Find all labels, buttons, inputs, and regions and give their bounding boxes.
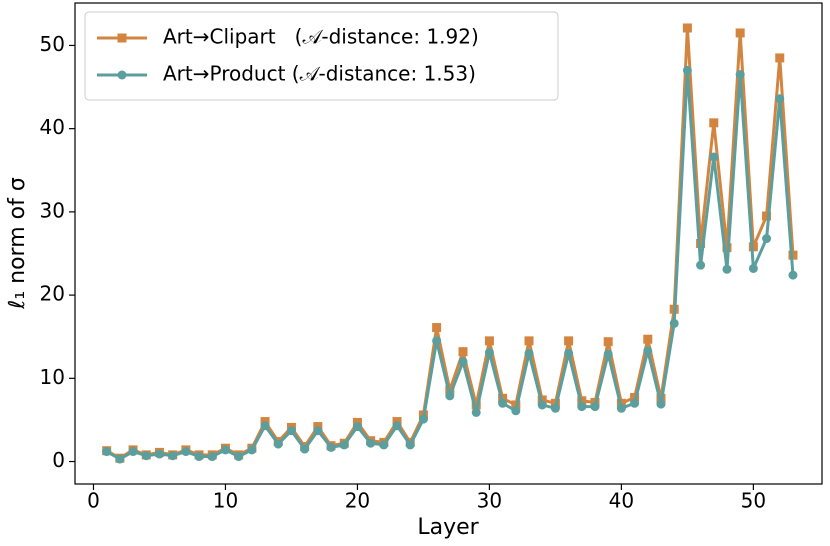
marker <box>154 449 164 459</box>
marker <box>788 270 798 280</box>
x-tick-label: 0 <box>87 489 100 513</box>
marker <box>141 451 151 461</box>
marker <box>511 406 521 416</box>
marker <box>181 447 191 457</box>
marker <box>326 442 336 452</box>
marker <box>762 234 772 244</box>
marker <box>696 260 706 270</box>
marker <box>550 403 560 413</box>
marker <box>405 440 415 450</box>
marker <box>128 447 138 457</box>
marker <box>735 70 745 80</box>
marker <box>418 414 428 424</box>
series-line <box>105 70 795 461</box>
marker <box>722 264 732 274</box>
marker <box>748 263 758 273</box>
x-tick-label: 30 <box>477 489 502 513</box>
y-tick-label: 0 <box>52 448 65 472</box>
plot-frame <box>74 2 823 485</box>
marker <box>115 454 125 464</box>
marker <box>564 336 574 346</box>
marker <box>524 348 534 358</box>
marker <box>590 402 600 412</box>
marker <box>630 398 640 408</box>
marker <box>682 23 692 33</box>
marker <box>537 400 547 410</box>
marker <box>432 336 442 346</box>
marker <box>260 421 270 431</box>
marker <box>458 347 468 357</box>
legend-marker <box>117 70 127 80</box>
y-tick-label: 50 <box>40 32 65 56</box>
legend-label: Art→Clipart (𝒜-distance: 1.92) <box>163 25 479 49</box>
y-tick-label: 10 <box>40 365 65 389</box>
marker <box>643 334 653 344</box>
marker <box>775 53 785 63</box>
marker <box>273 439 283 449</box>
marker <box>603 337 613 347</box>
legend-box <box>84 11 559 101</box>
marker <box>656 399 666 409</box>
marker <box>432 323 442 333</box>
marker <box>300 444 310 454</box>
x-tick-label: 50 <box>741 489 766 513</box>
marker <box>102 447 112 457</box>
marker <box>379 440 389 450</box>
marker <box>286 426 296 436</box>
marker <box>762 211 772 221</box>
marker <box>682 65 692 75</box>
marker <box>207 452 217 462</box>
marker <box>709 118 719 128</box>
marker <box>392 421 402 431</box>
marker <box>352 422 362 432</box>
marker <box>564 348 574 358</box>
marker <box>577 402 587 412</box>
marker <box>484 348 494 358</box>
marker <box>735 28 745 38</box>
marker <box>775 94 785 104</box>
marker <box>498 398 508 408</box>
marker <box>234 452 244 462</box>
legend-label: Art→Product (𝒜-distance: 1.53) <box>163 62 476 86</box>
y-axis-label: ℓ₁ norm of σ <box>5 177 30 310</box>
marker <box>709 152 719 162</box>
marker <box>471 400 481 410</box>
x-axis-label: Layer <box>417 515 479 540</box>
marker <box>524 336 534 346</box>
marker <box>366 438 376 448</box>
marker <box>643 346 653 356</box>
y-tick-label: 40 <box>40 115 65 139</box>
marker <box>471 407 481 417</box>
x-tick-label: 10 <box>213 489 238 513</box>
marker <box>194 452 204 462</box>
y-tick-label: 30 <box>40 198 65 222</box>
marker <box>458 357 468 367</box>
marker <box>168 451 178 461</box>
legend-marker <box>117 33 127 43</box>
marker <box>603 349 613 359</box>
marker <box>247 445 257 455</box>
marker <box>220 445 230 455</box>
marker <box>313 426 323 436</box>
x-tick-label: 40 <box>609 489 634 513</box>
x-tick-label: 20 <box>345 489 370 513</box>
marker <box>616 403 626 413</box>
marker <box>484 336 494 346</box>
marker <box>445 391 455 401</box>
marker <box>339 440 349 450</box>
marker <box>669 318 679 328</box>
y-tick-label: 20 <box>40 282 65 306</box>
